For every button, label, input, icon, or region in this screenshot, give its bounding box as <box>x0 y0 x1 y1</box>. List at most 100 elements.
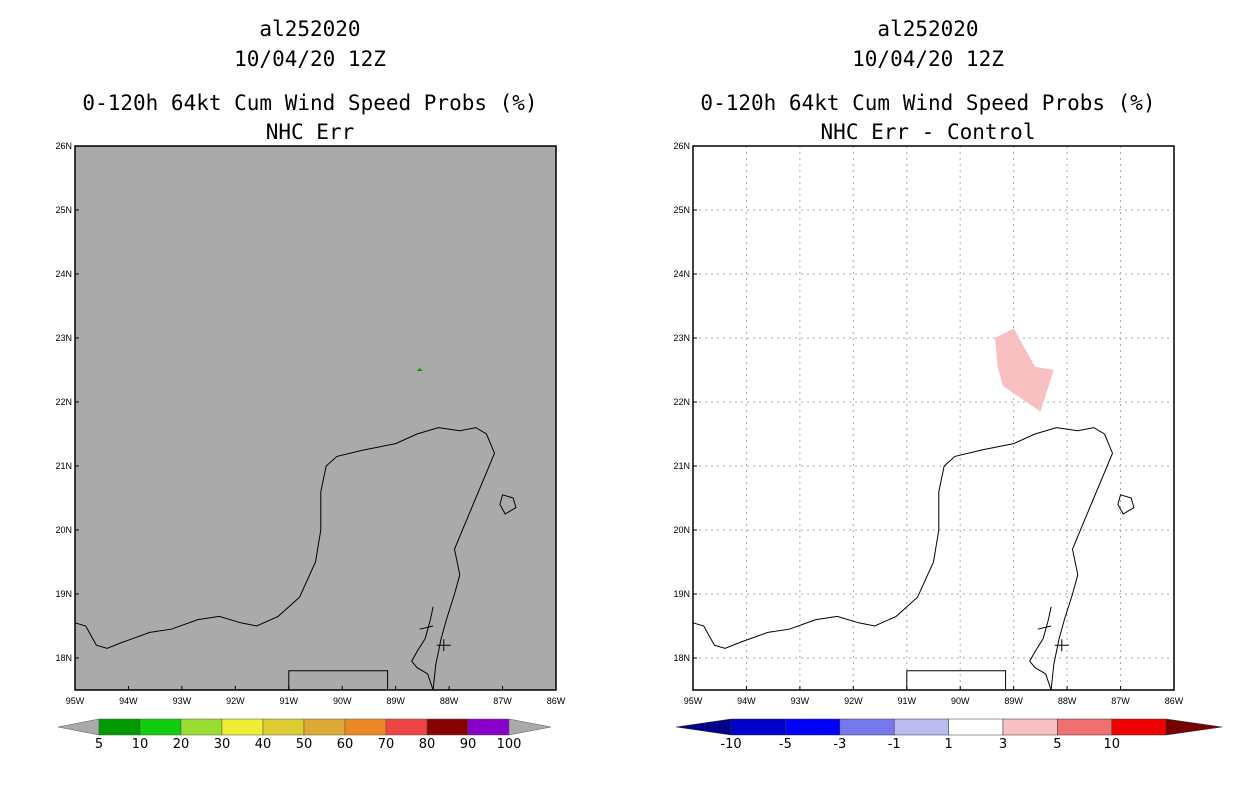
colorbar-swatch <box>221 718 264 736</box>
panel-2-title: 0-120h 64kt Cum Wind Speed Probs (%) <box>700 91 1155 115</box>
colorbar-label: 30 <box>214 737 231 752</box>
colorbar-label: 50 <box>296 737 313 752</box>
lon-label-88W: 88W <box>440 696 459 706</box>
colorbar-swatch <box>1002 718 1058 736</box>
colorbar-low-triangle <box>675 718 732 736</box>
lat-label-23N: 23N <box>55 333 72 343</box>
panel-1-background <box>75 146 556 690</box>
colorbar-swatch <box>98 718 141 736</box>
panel-2-datetime: 10/04/20 12Z <box>852 47 1004 71</box>
lat-label-21N: 21N <box>673 461 690 471</box>
lon-label-95W: 95W <box>66 696 85 706</box>
border-belize <box>1037 625 1052 630</box>
panel-1-subtitle: NHC Err <box>266 120 355 144</box>
colorbar-label: 100 <box>497 737 522 752</box>
panel-2-lon-labels: 95W 94W 93W 92W 91W 90W 89W 88W 87W 86W <box>684 686 1184 706</box>
coastline-chetumal-bay <box>1029 606 1052 691</box>
lat-label-19N: 19N <box>673 589 690 599</box>
panel-2: al252020 10/04/20 12Z 0-120h 64kt Cum Wi… <box>673 17 1223 752</box>
colorbar-label: 70 <box>378 737 395 752</box>
panel-1-lon-labels: 95W 94W 93W 92W 91W 90W 89W 88W 87W 86W <box>66 686 566 706</box>
colorbar-label: 80 <box>419 737 436 752</box>
lon-label-93W: 93W <box>791 696 810 706</box>
colorbar-swatch <box>1111 718 1167 736</box>
island-cozumel <box>499 494 517 515</box>
lon-label-87W: 87W <box>493 696 512 706</box>
colorbar-label: 5 <box>1053 737 1061 752</box>
location-marker <box>1054 639 1069 652</box>
lon-label-95W: 95W <box>684 696 703 706</box>
coastline-yucatan <box>692 427 1114 691</box>
lat-label-26N: 26N <box>55 141 72 151</box>
panel-1-datetime: 10/04/20 12Z <box>234 47 386 71</box>
lon-label-87W: 87W <box>1111 696 1130 706</box>
lat-label-24N: 24N <box>673 269 690 279</box>
colorbar-label: 3 <box>999 737 1007 752</box>
lat-label-25N: 25N <box>673 205 690 215</box>
colorbar-label: 10 <box>132 737 149 752</box>
lat-label-25N: 25N <box>55 205 72 215</box>
colorbar-swatch <box>262 718 305 736</box>
colorbar-low-triangle <box>57 718 100 736</box>
colorbar-label: 60 <box>337 737 354 752</box>
lon-label-91W: 91W <box>898 696 917 706</box>
panel-1-lat-labels: 26N 25N 24N 23N 22N 21N 20N 19N 18N <box>55 141 79 663</box>
lon-label-94W: 94W <box>737 696 756 706</box>
border-belize <box>419 625 434 630</box>
colorbar-label: 90 <box>460 737 477 752</box>
panel-2-map <box>692 328 1135 691</box>
coastline-chetumal-bay <box>411 606 434 691</box>
panel-2-subtitle: NHC Err - Control <box>821 120 1036 144</box>
colorbar-swatch <box>344 718 387 736</box>
lon-label-92W: 92W <box>844 696 863 706</box>
colorbar-swatch <box>426 718 469 736</box>
lat-label-20N: 20N <box>55 525 72 535</box>
colorbar-swatch <box>730 718 786 736</box>
panel-2-background <box>693 146 1174 690</box>
island-cozumel <box>1117 494 1135 515</box>
probability-speck <box>416 368 423 371</box>
panel-2-colorbar: -10 -5 -3 -1 1 3 5 10 <box>675 718 1223 752</box>
colorbar-swatch <box>385 718 428 736</box>
colorbar-label: 10 <box>1104 737 1121 752</box>
panel-1-storm-id: al252020 <box>259 17 360 41</box>
panel-2-frame <box>692 145 1175 691</box>
lat-label-26N: 26N <box>673 141 690 151</box>
lat-label-21N: 21N <box>55 461 72 471</box>
lon-label-88W: 88W <box>1058 696 1077 706</box>
panel-1-map <box>74 368 517 691</box>
border-guatemala <box>906 670 1007 690</box>
colorbar-label: 40 <box>255 737 272 752</box>
lon-label-90W: 90W <box>333 696 352 706</box>
panel-2-storm-id: al252020 <box>877 17 978 41</box>
lon-label-93W: 93W <box>173 696 192 706</box>
lon-label-89W: 89W <box>1004 696 1023 706</box>
colorbar-swatch <box>180 718 223 736</box>
lat-label-24N: 24N <box>55 269 72 279</box>
lat-label-19N: 19N <box>55 589 72 599</box>
panel-1-frame <box>74 145 557 691</box>
colorbar-high-triangle <box>508 718 552 736</box>
lat-label-22N: 22N <box>55 397 72 407</box>
panel-2-lat-labels: 26N 25N 24N 23N 22N 21N 20N 19N 18N <box>673 141 697 663</box>
panel-1: al252020 10/04/20 12Z 0-120h 64kt Cum Wi… <box>55 17 565 752</box>
lon-label-94W: 94W <box>119 696 138 706</box>
colorbar-label: -3 <box>833 737 846 752</box>
border-guatemala <box>288 670 389 690</box>
lon-label-90W: 90W <box>951 696 970 706</box>
lon-label-86W: 86W <box>547 696 566 706</box>
lat-label-18N: 18N <box>673 653 690 663</box>
colorbar-swatch <box>139 718 182 736</box>
panel-1-colorbar: 5 10 20 30 40 50 60 70 80 90 100 <box>57 718 552 752</box>
colorbar-label: 1 <box>944 737 952 752</box>
lat-label-22N: 22N <box>673 397 690 407</box>
colorbar-swatch <box>1057 718 1113 736</box>
colorbar-swatch <box>839 718 895 736</box>
lon-label-91W: 91W <box>280 696 299 706</box>
colorbar-swatch <box>893 718 949 736</box>
probability-difference-area <box>995 328 1054 412</box>
lon-label-89W: 89W <box>386 696 405 706</box>
lat-label-20N: 20N <box>673 525 690 535</box>
colorbar-swatch <box>303 718 346 736</box>
lat-label-23N: 23N <box>673 333 690 343</box>
